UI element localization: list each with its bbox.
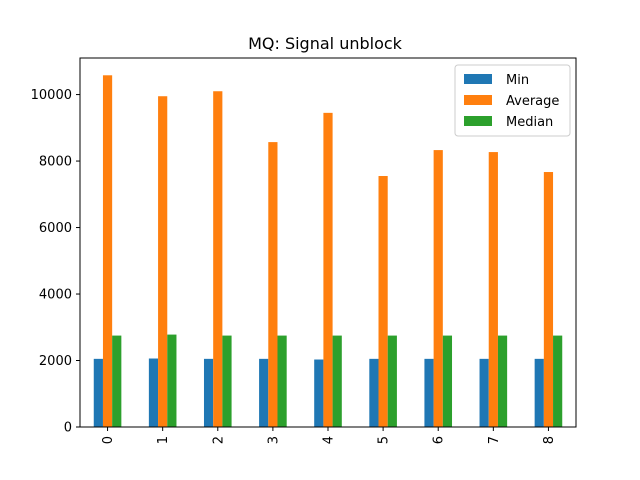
- bar-average-7: [488, 152, 498, 428]
- y-tick-label: 8000: [39, 155, 72, 170]
- bar-min-0: [93, 358, 103, 427]
- bar-median-5: [387, 335, 397, 427]
- legend-swatch-average: [464, 95, 492, 105]
- x-tick-label: 7: [487, 436, 502, 444]
- legend-swatch-median: [464, 116, 492, 126]
- bar-median-6: [442, 335, 453, 427]
- bar-median-7: [497, 335, 508, 427]
- bar-min-8: [534, 358, 544, 427]
- bar-median-3: [277, 335, 287, 427]
- bar-average-8: [543, 172, 554, 427]
- bar-average-3: [268, 142, 278, 427]
- bar-min-6: [424, 358, 434, 427]
- legend-label-min: Min: [506, 73, 529, 88]
- bar-min-4: [314, 359, 324, 427]
- x-tick-label: 3: [266, 436, 281, 444]
- bar-median-0: [112, 335, 122, 427]
- bar-average-6: [433, 150, 443, 427]
- bar-average-0: [102, 75, 113, 427]
- legend-swatch-min: [464, 74, 492, 84]
- y-tick-label: 2000: [39, 354, 72, 369]
- legend-label-average: Average: [506, 94, 559, 109]
- y-tick-label: 4000: [39, 288, 72, 303]
- bar-min-1: [148, 358, 159, 427]
- x-tick-label: 1: [156, 436, 171, 444]
- y-axis: 0 2000 4000 6000 8000 10000: [31, 88, 80, 436]
- bar-average-2: [213, 91, 223, 428]
- bar-min-5: [369, 358, 379, 427]
- y-tick-label: 6000: [39, 221, 72, 236]
- y-tick-label: 0: [64, 421, 72, 436]
- bar-min-3: [259, 358, 269, 427]
- x-tick-label: 8: [542, 436, 557, 444]
- x-tick-label: 5: [377, 436, 392, 444]
- x-tick-label: 4: [322, 436, 337, 444]
- x-axis: 0 1 2 3 4 5 6 7 8: [101, 427, 557, 444]
- y-tick-label: 10000: [31, 88, 72, 103]
- bar-median-4: [332, 335, 342, 427]
- bar-average-4: [323, 112, 333, 427]
- bar-median-2: [222, 335, 232, 427]
- x-tick-label: 6: [432, 436, 447, 444]
- chart-title: MQ: Signal unblock: [248, 34, 403, 53]
- bar-average-1: [158, 96, 168, 427]
- bar-median-1: [167, 334, 177, 427]
- bar-min-7: [479, 358, 489, 427]
- bar-min-2: [203, 358, 214, 427]
- bar-median-8: [553, 335, 563, 427]
- x-tick-label: 2: [211, 436, 226, 444]
- legend: Min Average Median: [454, 64, 571, 137]
- bar-average-5: [378, 176, 388, 427]
- x-tick-label: 0: [101, 436, 116, 444]
- legend-label-median: Median: [506, 115, 553, 130]
